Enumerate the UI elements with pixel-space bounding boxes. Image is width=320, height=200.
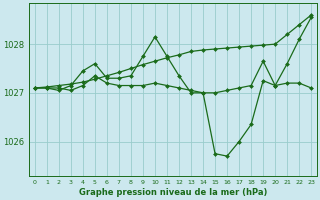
X-axis label: Graphe pression niveau de la mer (hPa): Graphe pression niveau de la mer (hPa) — [79, 188, 267, 197]
